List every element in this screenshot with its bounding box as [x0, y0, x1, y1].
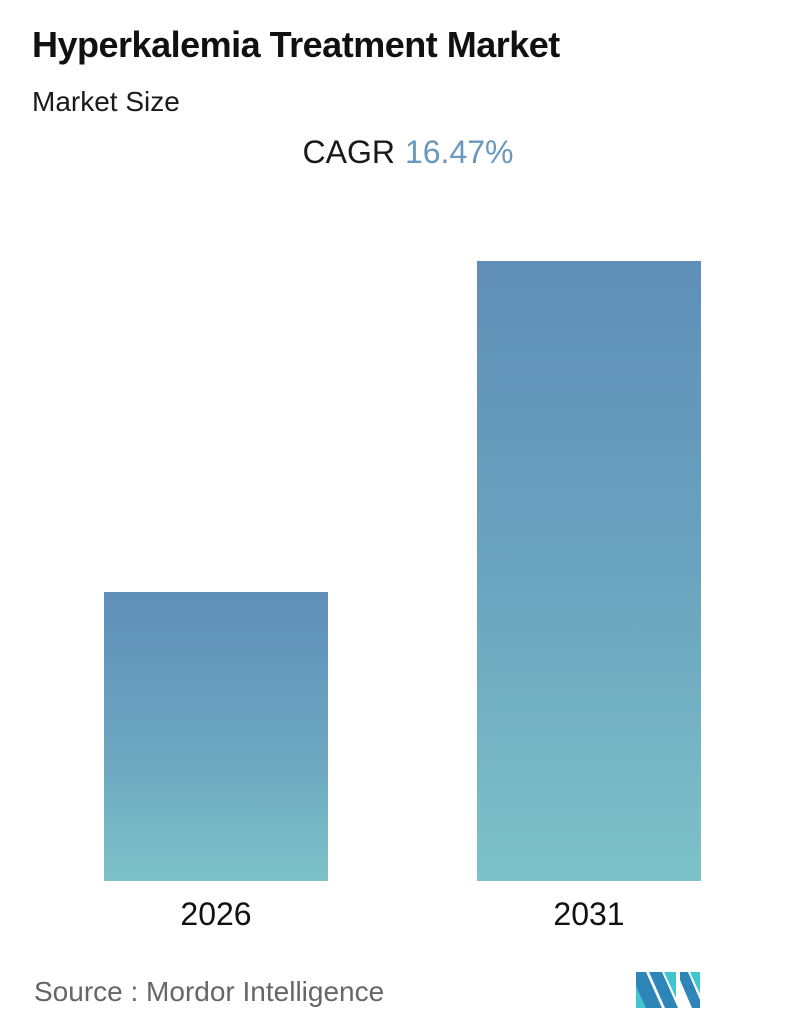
cagr-annotation: CAGR 16.47% — [0, 134, 796, 171]
source-note: Source : Mordor Intelligence — [34, 976, 385, 1007]
bar-2026 — [104, 592, 328, 881]
cagr-label: CAGR — [302, 134, 395, 170]
chart-title: Hyperkalemia Treatment Market — [32, 24, 560, 65]
x-tick-label-2031: 2031 — [553, 896, 625, 932]
x-tick-label-2026: 2026 — [180, 896, 252, 932]
bar-2031 — [477, 261, 701, 881]
mordor-intelligence-logo-icon — [636, 972, 700, 1008]
cagr-value: 16.47% — [404, 134, 514, 170]
chart-subtitle: Market Size — [32, 86, 180, 117]
